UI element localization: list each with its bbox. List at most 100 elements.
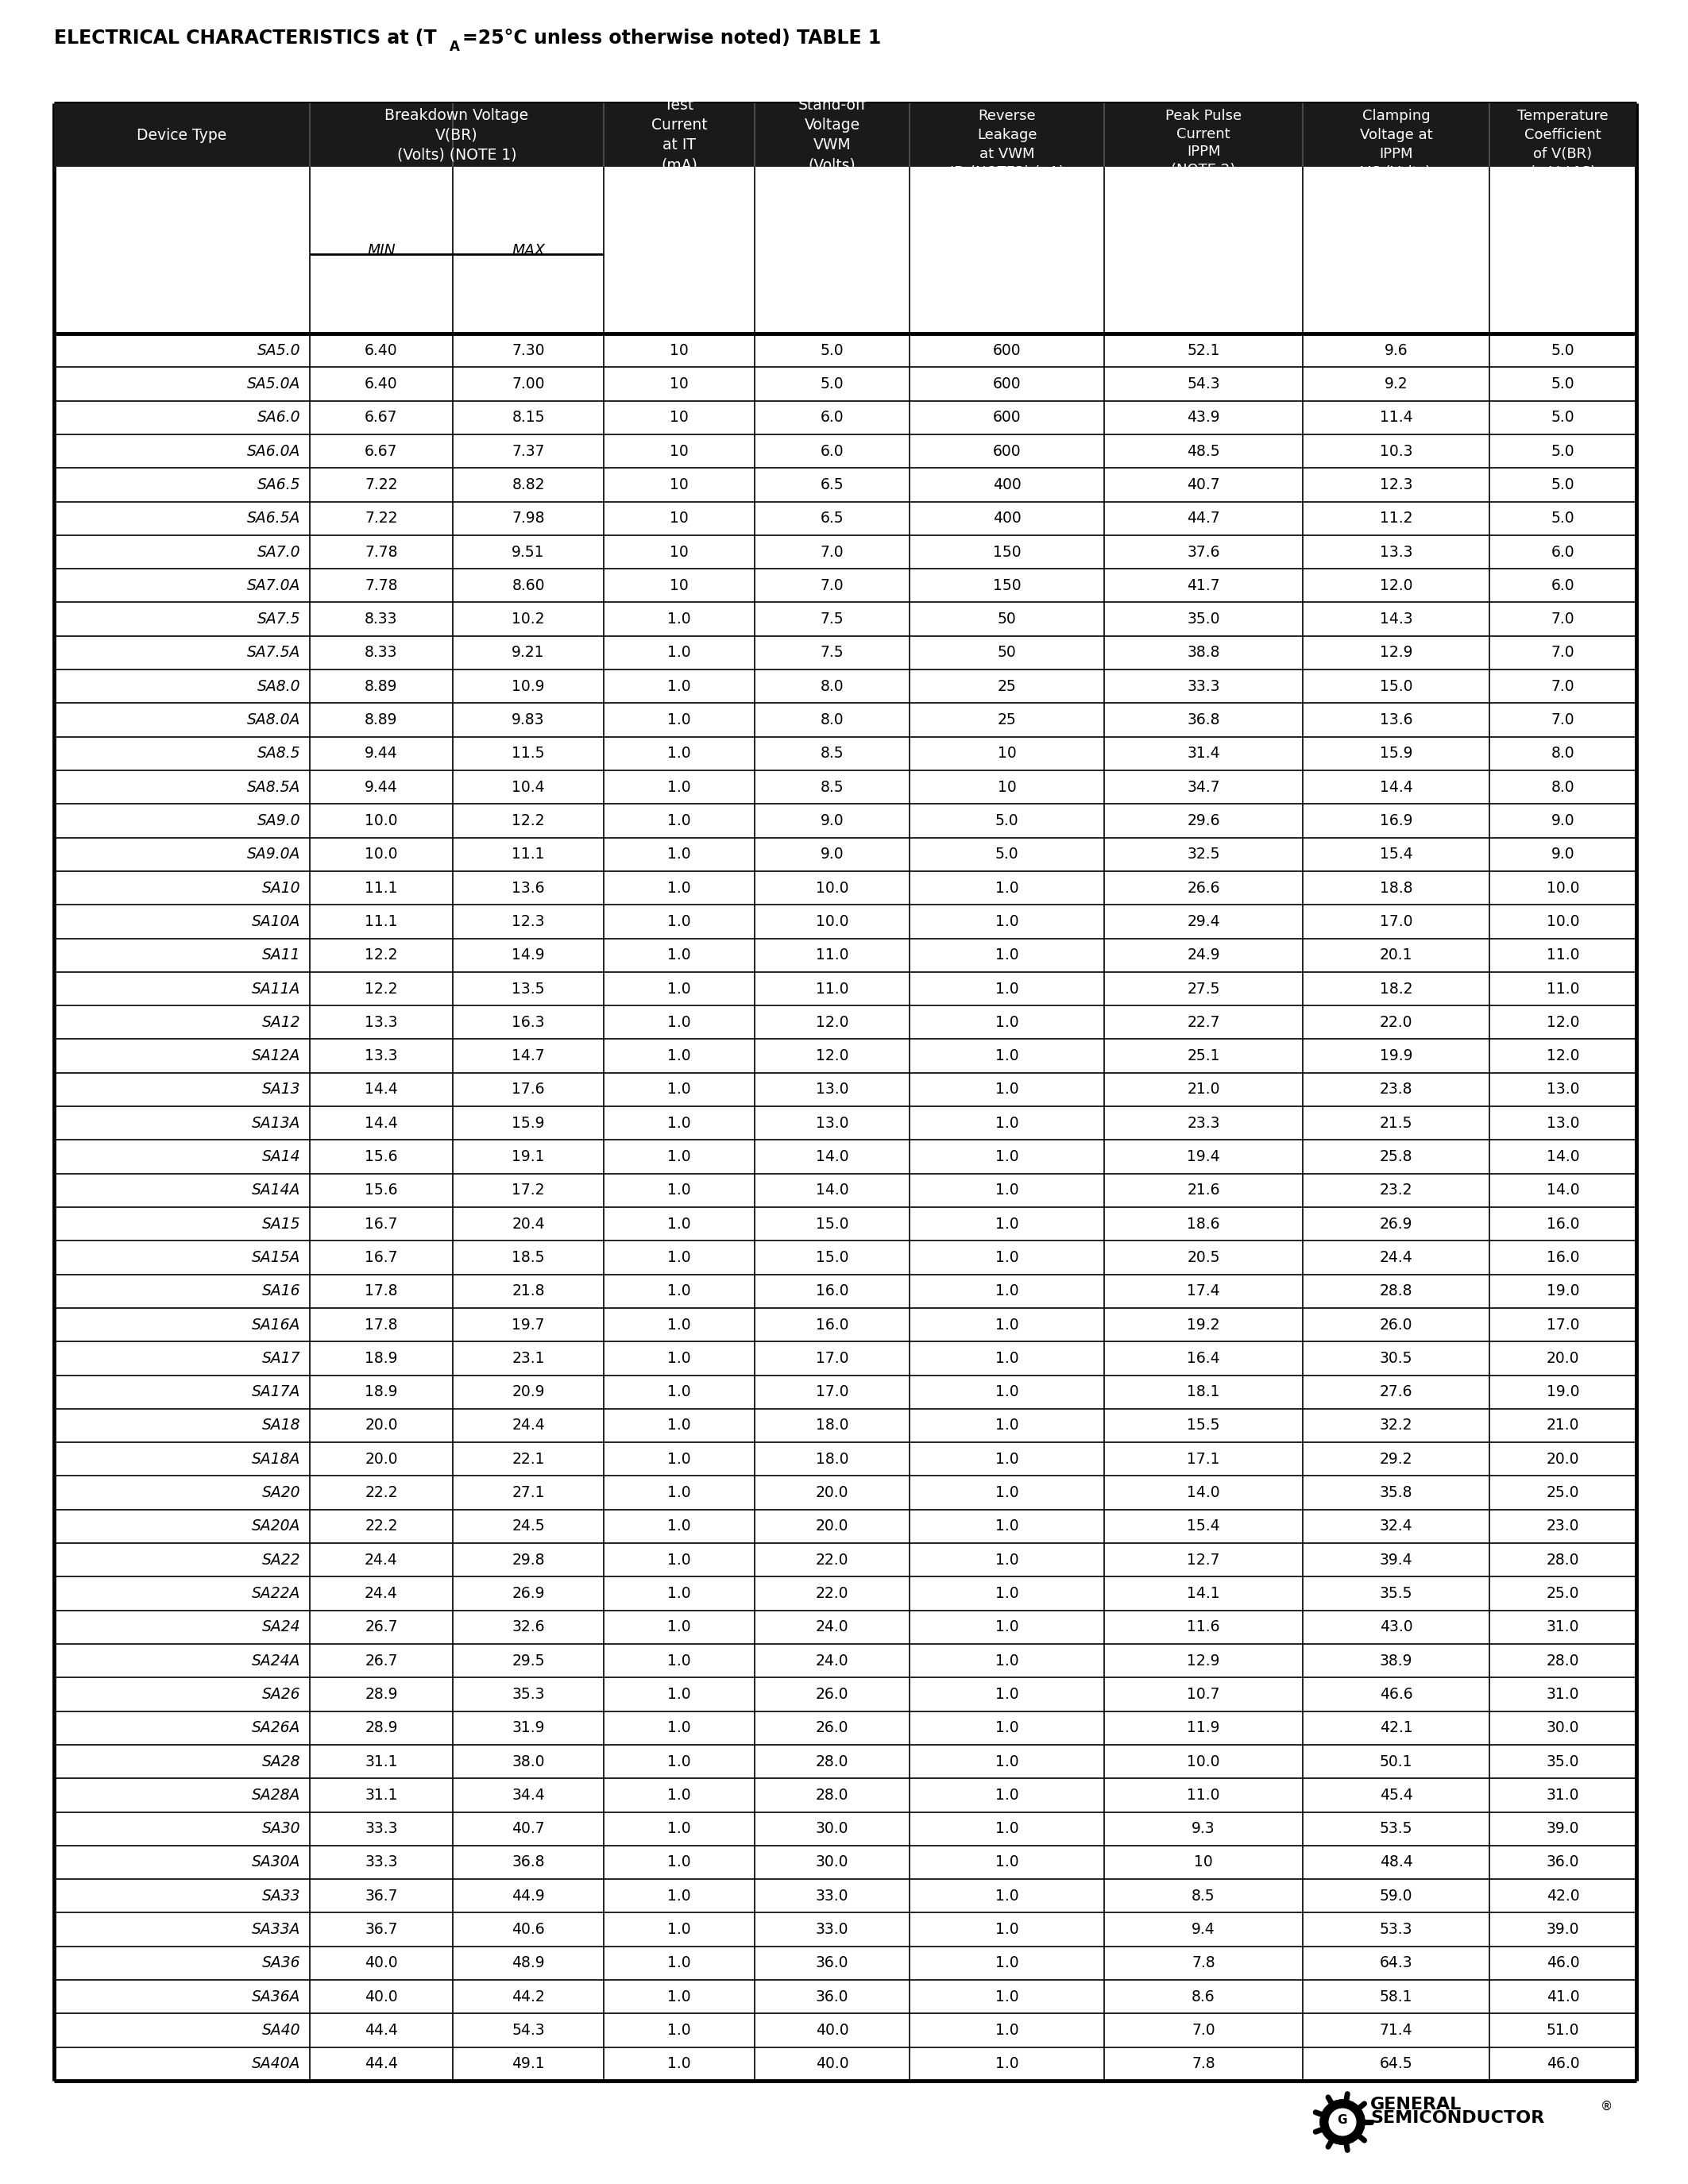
Text: 20.9: 20.9 [511, 1385, 545, 1400]
Text: 9.0: 9.0 [820, 812, 844, 828]
Text: 14.0: 14.0 [1546, 1149, 1580, 1164]
Text: 17.0: 17.0 [815, 1385, 849, 1400]
Text: SA6.5: SA6.5 [257, 478, 300, 491]
Text: 44.9: 44.9 [511, 1889, 545, 1904]
Text: 20.5: 20.5 [1187, 1249, 1220, 1265]
Text: SA14A: SA14A [252, 1184, 300, 1197]
Text: SA33A: SA33A [252, 1922, 300, 1937]
Text: 24.4: 24.4 [1379, 1249, 1413, 1265]
Text: 20.0: 20.0 [1546, 1452, 1580, 1468]
Text: 29.2: 29.2 [1379, 1452, 1413, 1468]
Text: 6.40: 6.40 [365, 343, 398, 358]
Text: SA28: SA28 [262, 1754, 300, 1769]
Text: 26.0: 26.0 [815, 1686, 849, 1701]
Text: 10: 10 [1193, 1854, 1214, 1870]
Text: 15.5: 15.5 [1187, 1417, 1220, 1433]
Text: 8.5: 8.5 [1192, 1889, 1215, 1904]
Text: 17.8: 17.8 [365, 1317, 398, 1332]
Text: 1.0: 1.0 [667, 1048, 690, 1064]
Text: 9.44: 9.44 [365, 780, 398, 795]
Text: 1.0: 1.0 [667, 1417, 690, 1433]
Text: SA18: SA18 [262, 1417, 300, 1433]
Text: 14.3: 14.3 [1379, 612, 1413, 627]
Text: 1.0: 1.0 [667, 1854, 690, 1870]
Text: 1.0: 1.0 [996, 1184, 1018, 1197]
Text: 43.9: 43.9 [1187, 411, 1220, 426]
Text: SA24A: SA24A [252, 1653, 300, 1669]
Text: 53.3: 53.3 [1379, 1922, 1413, 1937]
Text: 28.0: 28.0 [1546, 1553, 1580, 1568]
Text: 26.7: 26.7 [365, 1621, 398, 1634]
Text: 1.0: 1.0 [667, 1990, 690, 2005]
Text: 1.0: 1.0 [667, 1518, 690, 1533]
Text: 26.0: 26.0 [1379, 1317, 1413, 1332]
Text: 7.5: 7.5 [820, 612, 844, 627]
Text: SA8.5A: SA8.5A [246, 780, 300, 795]
Text: 1.0: 1.0 [667, 679, 690, 695]
Text: 28.9: 28.9 [365, 1721, 398, 1736]
Text: SA17A: SA17A [252, 1385, 300, 1400]
Text: 7.0: 7.0 [820, 579, 844, 594]
Text: 15.6: 15.6 [365, 1184, 398, 1197]
Text: 28.8: 28.8 [1379, 1284, 1413, 1299]
Text: 8.0: 8.0 [820, 679, 844, 695]
Text: 400: 400 [993, 478, 1021, 491]
Text: SA24: SA24 [262, 1621, 300, 1634]
Text: SA12A: SA12A [252, 1048, 300, 1064]
Text: 8.5: 8.5 [820, 780, 844, 795]
Text: 27.1: 27.1 [511, 1485, 545, 1500]
Text: 6.5: 6.5 [820, 511, 844, 526]
Text: 20.0: 20.0 [815, 1518, 849, 1533]
Text: 1.0: 1.0 [667, 1553, 690, 1568]
Text: 14.1: 14.1 [1187, 1586, 1220, 1601]
Text: 5.0: 5.0 [996, 847, 1018, 863]
Text: 10.0: 10.0 [1546, 915, 1580, 928]
Text: 30.0: 30.0 [815, 1821, 849, 1837]
Text: 19.0: 19.0 [1546, 1284, 1580, 1299]
Text: 7.78: 7.78 [365, 544, 398, 559]
Text: 5.0: 5.0 [1551, 376, 1575, 391]
Text: 9.0: 9.0 [820, 847, 844, 863]
Text: 1.0: 1.0 [996, 1789, 1018, 1802]
Text: Stand-off
Voltage
VWM
(Volts): Stand-off Voltage VWM (Volts) [798, 98, 866, 173]
Text: SA8.0: SA8.0 [257, 679, 300, 695]
Text: 7.0: 7.0 [1551, 644, 1575, 660]
Text: 600: 600 [993, 443, 1021, 459]
Text: 38.0: 38.0 [511, 1754, 545, 1769]
Text: 13.3: 13.3 [365, 1048, 398, 1064]
Text: 44.4: 44.4 [365, 2057, 398, 2070]
Text: 7.8: 7.8 [1192, 1955, 1215, 1970]
Text: 8.82: 8.82 [511, 478, 545, 491]
Text: 1.0: 1.0 [667, 1586, 690, 1601]
Circle shape [1328, 2110, 1355, 2136]
Text: 7.37: 7.37 [511, 443, 545, 459]
Text: A: A [449, 39, 459, 55]
Text: 5.0: 5.0 [1551, 478, 1575, 491]
Text: 1.0: 1.0 [996, 915, 1018, 928]
Text: SA6.0A: SA6.0A [246, 443, 300, 459]
Text: 13.3: 13.3 [365, 1016, 398, 1031]
Text: 54.3: 54.3 [1187, 376, 1220, 391]
Text: 15.0: 15.0 [815, 1216, 849, 1232]
Text: 11.1: 11.1 [365, 915, 398, 928]
Text: 10: 10 [670, 443, 689, 459]
Text: 10.2: 10.2 [511, 612, 545, 627]
Text: 18.5: 18.5 [511, 1249, 545, 1265]
Text: 40.0: 40.0 [815, 2057, 849, 2070]
Text: 17.0: 17.0 [815, 1352, 849, 1365]
Text: 35.8: 35.8 [1379, 1485, 1413, 1500]
Text: 71.4: 71.4 [1379, 2022, 1413, 2038]
Text: 6.0: 6.0 [820, 411, 844, 426]
Text: SA9.0: SA9.0 [257, 812, 300, 828]
Text: 21.6: 21.6 [1187, 1184, 1220, 1197]
Text: 23.8: 23.8 [1379, 1081, 1413, 1096]
Text: SA12: SA12 [262, 1016, 300, 1031]
Text: 58.1: 58.1 [1379, 1990, 1413, 2005]
Text: 7.8: 7.8 [1192, 2057, 1215, 2070]
Text: 36.7: 36.7 [365, 1889, 398, 1904]
Text: 31.4: 31.4 [1187, 747, 1220, 760]
Text: 11.5: 11.5 [511, 747, 545, 760]
Text: 1.0: 1.0 [996, 1149, 1018, 1164]
Text: 1.0: 1.0 [667, 1385, 690, 1400]
Text: 8.33: 8.33 [365, 644, 398, 660]
